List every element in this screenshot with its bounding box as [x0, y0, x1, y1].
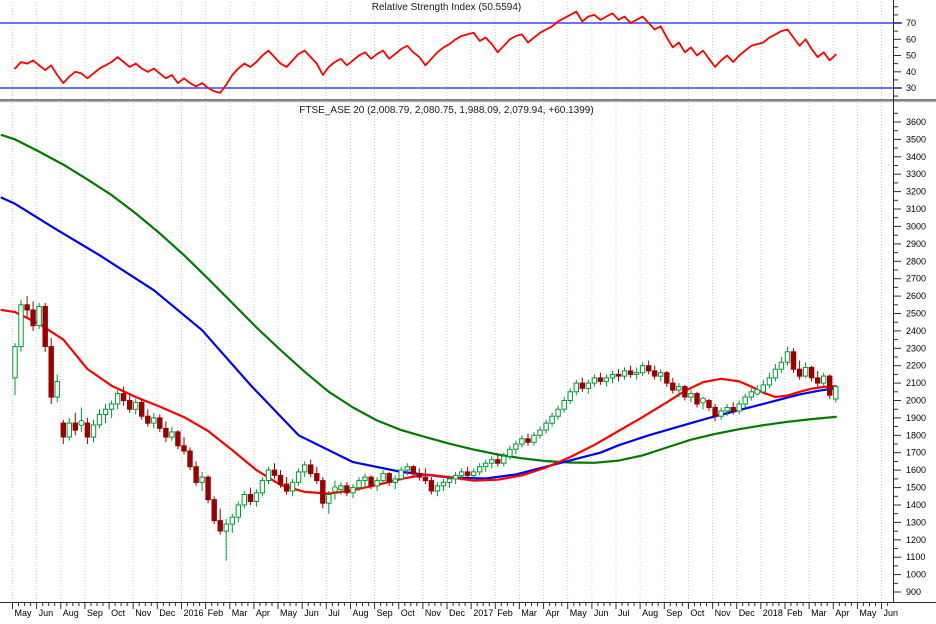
month-label: Dec — [449, 608, 466, 618]
month-label: Feb — [787, 608, 803, 618]
panel-separator — [0, 99, 936, 102]
month-label: Nov — [425, 608, 442, 618]
svg-text:2700: 2700 — [906, 274, 926, 284]
svg-text:900: 900 — [906, 587, 921, 597]
month-label: 2017 — [473, 608, 493, 618]
month-label: Dec — [739, 608, 756, 618]
svg-text:2600: 2600 — [906, 291, 926, 301]
month-label: Apr — [546, 608, 560, 618]
month-label: Mar — [521, 608, 537, 618]
month-label: Aug — [63, 608, 79, 618]
month-label: 2018 — [763, 608, 783, 618]
svg-text:1300: 1300 — [906, 517, 926, 527]
svg-text:60: 60 — [906, 34, 916, 44]
x-axis: May Jun Aug Sep Oct Nov Dec 2016 Feb Mar Apr May Jun… — [12, 603, 899, 618]
month-label: Jun — [39, 608, 54, 618]
rsi-line — [14, 10, 837, 94]
svg-text:3000: 3000 — [906, 221, 926, 231]
month-label: Dec — [159, 608, 176, 618]
month-label: Aug — [353, 608, 369, 618]
svg-text:40: 40 — [906, 67, 916, 77]
svg-text:1500: 1500 — [906, 483, 926, 493]
svg-text:1900: 1900 — [906, 413, 926, 423]
month-label: May — [15, 608, 33, 618]
month-label: Oct — [111, 608, 126, 618]
rsi-y-axis: 30 40 50 60 70 — [894, 6, 916, 97]
month-label: Jun — [594, 608, 609, 618]
rsi-level-lines — [0, 22, 902, 89]
svg-text:1100: 1100 — [906, 552, 925, 562]
month-label: Nov — [135, 608, 152, 618]
svg-text:2200: 2200 — [906, 361, 926, 371]
svg-text:2100: 2100 — [906, 378, 926, 388]
month-label: Nov — [715, 608, 732, 618]
month-label: Mar — [232, 608, 248, 618]
month-label: Jul — [618, 608, 630, 618]
month-label: Oct — [690, 608, 705, 618]
svg-text:70: 70 — [906, 18, 916, 28]
month-label: Mar — [811, 608, 827, 618]
axes — [0, 0, 936, 603]
month-label: Jul — [328, 608, 340, 618]
svg-text:1800: 1800 — [906, 430, 926, 440]
svg-text:1200: 1200 — [906, 535, 926, 545]
svg-text:2500: 2500 — [906, 309, 926, 319]
month-label: May — [280, 608, 298, 618]
svg-text:1700: 1700 — [906, 448, 926, 458]
svg-text:1000: 1000 — [906, 570, 926, 580]
month-label: Apr — [256, 608, 270, 618]
svg-text:2800: 2800 — [906, 256, 926, 266]
svg-text:2400: 2400 — [906, 326, 926, 336]
month-gridlines — [12, 2, 883, 602]
svg-text:1600: 1600 — [906, 465, 926, 475]
svg-text:3500: 3500 — [906, 134, 926, 144]
svg-text:50: 50 — [906, 51, 916, 61]
month-label: May — [859, 608, 877, 618]
svg-text:3400: 3400 — [906, 152, 926, 162]
month-label: Aug — [642, 608, 658, 618]
svg-text:30: 30 — [906, 83, 916, 93]
month-label: Jun — [304, 608, 319, 618]
month-label: Sep — [377, 608, 393, 618]
month-label: Oct — [401, 608, 416, 618]
svg-text:3200: 3200 — [906, 187, 926, 197]
month-label: May — [570, 608, 588, 618]
svg-text:3100: 3100 — [906, 204, 926, 214]
moving-average-lines — [0, 134, 837, 495]
ma-medium-blue — [0, 196, 837, 480]
svg-text:2300: 2300 — [906, 343, 926, 353]
svg-text:2000: 2000 — [906, 396, 926, 406]
month-label: 2016 — [184, 608, 204, 618]
month-label: Sep — [87, 608, 103, 618]
svg-text:3600: 3600 — [906, 117, 926, 127]
svg-text:3300: 3300 — [906, 169, 926, 179]
svg-text:1400: 1400 — [906, 500, 926, 510]
month-label: Feb — [208, 608, 224, 618]
month-label: Feb — [497, 608, 513, 618]
month-label: Apr — [835, 608, 849, 618]
candlestick-layer — [12, 296, 839, 561]
month-label: Sep — [666, 608, 682, 618]
month-label: Jun — [884, 608, 899, 618]
price-y-axis: 900 1000 1100 1200 1300 1400 1500 1600 1700 1800 1… — [894, 112, 926, 597]
ma-slow-green — [0, 134, 837, 464]
svg-text:2900: 2900 — [906, 239, 926, 249]
